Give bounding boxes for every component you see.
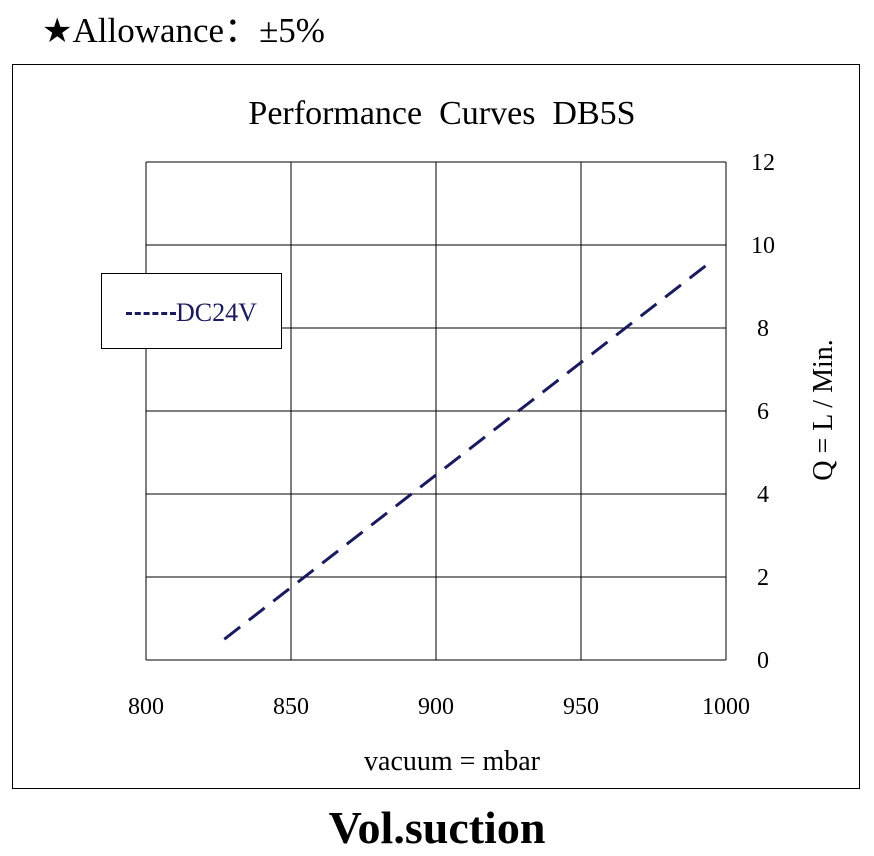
series-line-dc24v [223,264,707,641]
chart-title: Performance Curves DB5S [248,95,635,132]
y-tick-label-12: 12 [751,150,775,176]
x-tick-label-850: 850 [273,694,309,720]
x-tick-label-950: 950 [563,694,599,720]
y-tick-label-4: 4 [757,482,769,508]
x-tick-label-900: 900 [418,694,454,720]
allowance-note: ★Allowance：±5% [42,8,325,55]
y-tick-label-0: 0 [757,648,769,674]
series-lines [223,264,707,641]
legend: DC24V [101,273,282,349]
y-tick-label-10: 10 [751,233,775,259]
legend-label-dc24v: DC24V [176,298,257,327]
y-tick-label-6: 6 [757,399,769,425]
y-tick-label-2: 2 [757,565,769,591]
footer-title: Vol.suction [328,802,546,853]
legend-swatch-dc24v [126,312,176,315]
x-tick-labels: 800 850 900 950 1000 [128,694,750,720]
grid [145,161,727,661]
y-tick-label-8: 8 [757,316,769,342]
x-tick-label-800: 800 [128,694,164,720]
chart-frame [12,64,860,789]
x-tick-label-1000: 1000 [702,694,750,720]
y-axis-label: Q = L / Min. [808,339,839,481]
star-icon: ★ [42,13,73,50]
x-axis-label: vacuum = mbar [364,746,541,777]
allowance-text: Allowance：±5% [72,11,325,50]
y-tick-labels: 0 2 4 6 8 10 12 [751,150,775,674]
